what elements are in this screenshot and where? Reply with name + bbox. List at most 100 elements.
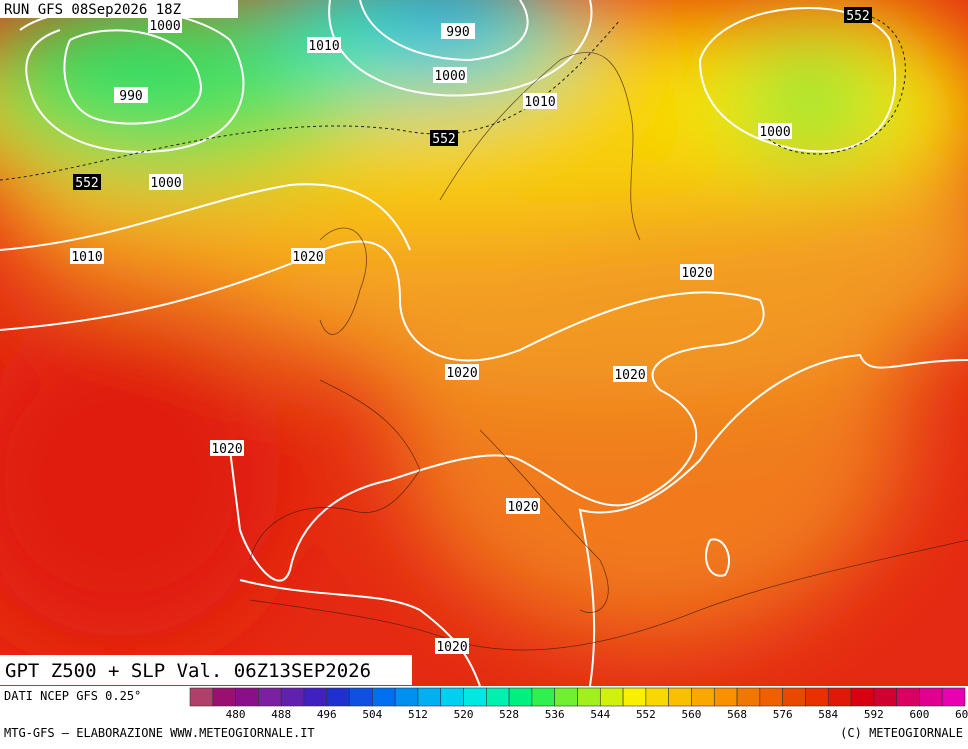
legend-swatch: [417, 687, 442, 707]
isobar-label: 1020: [446, 366, 477, 381]
legend-label: 536: [545, 708, 565, 721]
source-label: DATI NCEP GFS 0.25°: [4, 689, 141, 703]
isobar-label: 1000: [434, 69, 465, 84]
legend-swatch: [258, 687, 282, 707]
legend-swatch: [508, 687, 533, 707]
isobar-label: 1000: [759, 125, 790, 140]
legend-label: 480: [226, 708, 246, 721]
legend-swatch: [850, 687, 875, 707]
legend-label: 568: [727, 708, 747, 721]
isobar-label: 1010: [308, 39, 339, 54]
legend-swatch: [554, 687, 578, 707]
legend-label: 488: [271, 708, 291, 721]
legend-swatch: [691, 687, 715, 707]
legend-swatch: [349, 687, 373, 707]
isobar-label-bg: [149, 174, 183, 190]
legend-swatch: [622, 687, 647, 707]
isobar-label: 1020: [211, 442, 242, 457]
isobar-label: 1000: [149, 19, 180, 34]
legend-label: 552: [636, 708, 656, 721]
geopotential-552: [0, 13, 906, 181]
isobar-label-bg: [441, 23, 475, 39]
coastlines: [249, 51, 968, 651]
isobar-label: 990: [119, 89, 142, 104]
run-label: RUN GFS 08Sep2026 18Z: [4, 2, 181, 18]
isobar-label-bg: [506, 498, 540, 514]
legend-swatch: [896, 687, 920, 707]
legend-swatch: [394, 687, 419, 707]
isobar-label-bg: [433, 67, 467, 83]
legend-swatch: [486, 687, 510, 707]
legend-swatch: [303, 687, 328, 707]
isobar-label: 990: [446, 25, 469, 40]
isobar-label: 1020: [292, 250, 323, 265]
legend-swatch: [805, 687, 829, 707]
footer-left: MTG-GFS – ELABORAZIONE WWW.METEOGIORNALE…: [4, 726, 315, 740]
legend-swatch: [759, 687, 783, 707]
legend-label: 576: [773, 708, 793, 721]
isobar-label-bg: [613, 366, 647, 382]
isobars: [0, 0, 968, 686]
geopotential-label-bg: [430, 130, 458, 146]
legend-swatch: [919, 687, 943, 707]
geopotential-label: 552: [846, 9, 869, 24]
isobar-label-bg: [435, 638, 469, 654]
legend-label: 584: [818, 708, 838, 721]
legend-label: 512: [408, 708, 428, 721]
legend-swatch: [440, 687, 464, 707]
isobar-label: 1020: [614, 368, 645, 383]
legend-swatch: [235, 687, 259, 707]
isobar-label: 1010: [524, 95, 555, 110]
isobar-label-bg: [114, 87, 148, 103]
legend-swatch: [668, 687, 692, 707]
isobar-label-bg: [445, 364, 479, 380]
legend-swatch: [189, 687, 214, 707]
geopotential-label: 552: [432, 132, 455, 147]
isobar-label-bg: [148, 17, 182, 33]
color-legend: 480 488 496 504 512 520 528 536 544 552 560 568 576 5…: [189, 687, 968, 721]
legend-label: 528: [499, 708, 519, 721]
legend-swatch: [827, 687, 852, 707]
legend-swatch: [212, 687, 236, 707]
legend-swatch: [713, 687, 738, 707]
legend-swatch: [645, 687, 669, 707]
map: 1000 990 1010 990 1000 1010 1000 1000 1010 1020 10…: [0, 0, 968, 686]
legend-swatch: [577, 687, 601, 707]
title-box: [0, 655, 412, 685]
legend-label: 592: [864, 708, 884, 721]
isobar-label-bg: [758, 123, 792, 139]
legend-swatch: [873, 687, 897, 707]
isobar-label: 1000: [150, 176, 181, 191]
isobar-label-bg: [70, 248, 104, 264]
isobar-label-bg: [523, 93, 557, 109]
header-box: [0, 0, 238, 18]
legend-label: 600: [909, 708, 929, 721]
geopotential-label: 552: [75, 176, 98, 191]
isobar-label-bg: [210, 440, 244, 456]
map-title: GPT Z500 + SLP Val. 06Z13SEP2026: [5, 660, 371, 682]
geopotential-label-bg: [844, 7, 872, 23]
geopotential-label-bg: [73, 174, 101, 190]
isobar-label: 1020: [507, 500, 538, 515]
isobar-label: 1020: [681, 266, 712, 281]
legend-label: 504: [362, 708, 382, 721]
legend-label: 544: [590, 708, 610, 721]
map-labels: 1000 990 1010 990 1000 1010 1000 1000 1010 1020 10…: [70, 7, 872, 655]
legend-swatch: [372, 687, 396, 707]
isobar-label-bg: [291, 248, 325, 264]
legend-swatch: [941, 687, 966, 707]
isobar-label-bg: [680, 264, 714, 280]
legend-swatch: [782, 687, 806, 707]
legend-label: 496: [317, 708, 337, 721]
isobar-label: 1020: [436, 640, 467, 655]
legend-swatch: [326, 687, 350, 707]
footer-right: (C) METEOGIORNALE: [840, 726, 963, 740]
legend-label: 560: [682, 708, 702, 721]
legend-label: 608: [955, 708, 968, 721]
isobar-label-bg: [307, 37, 341, 53]
legend-label: 520: [454, 708, 474, 721]
legend-swatch: [531, 687, 556, 707]
legend-swatch: [280, 687, 305, 707]
legend-swatch: [736, 687, 761, 707]
